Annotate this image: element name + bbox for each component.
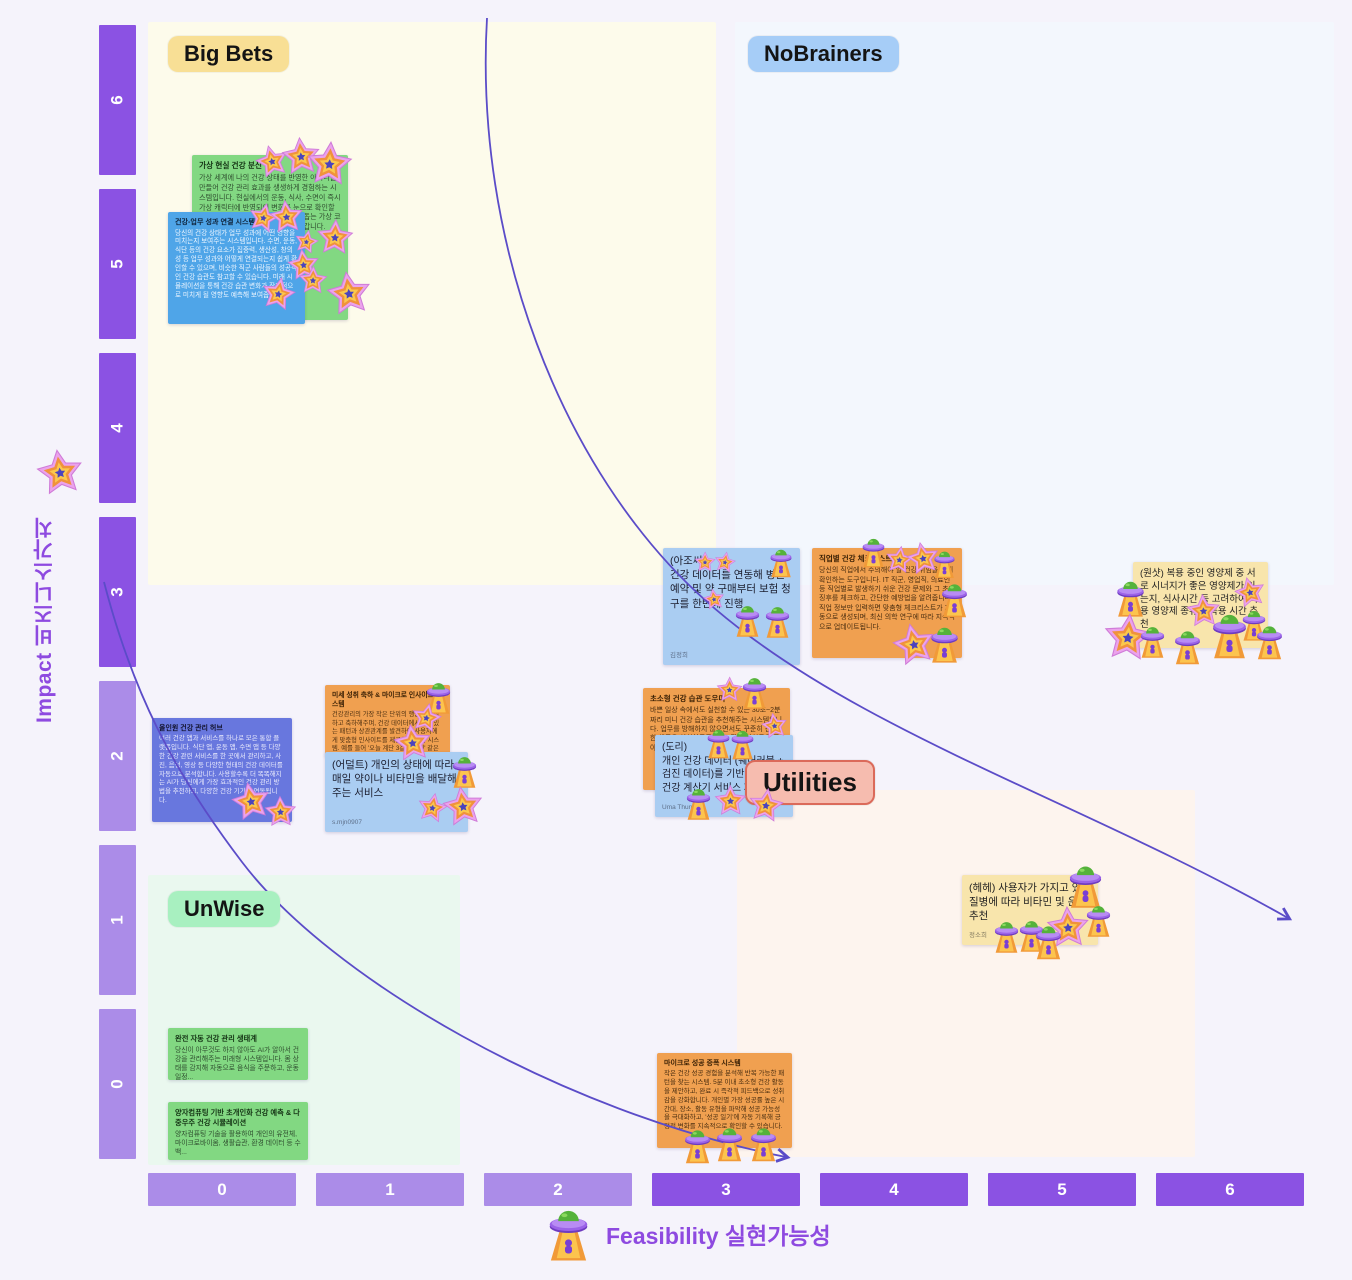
note-body: 양자컴퓨팅 기술을 활용하여 개인의 유전체, 마이크로바이옴, 생활습관, 환… — [175, 1130, 301, 1157]
quadrant-nobrainers — [735, 22, 1334, 585]
ufo-icon[interactable] — [1138, 623, 1167, 659]
ufo-icon[interactable] — [932, 548, 957, 579]
star-icon[interactable] — [261, 276, 296, 311]
star-icon — [36, 448, 84, 496]
ufo-icon[interactable] — [860, 535, 887, 569]
quadrant-label-big-bets[interactable]: Big Bets — [168, 36, 290, 73]
star-icon[interactable] — [761, 712, 788, 739]
star-icon[interactable] — [716, 676, 743, 703]
ufo-icon[interactable] — [714, 1124, 745, 1163]
note-title: 가상 현실 건강 분신 — [199, 161, 262, 170]
x-tick-4: 4 — [820, 1173, 968, 1206]
y-axis-legend: Impact 비즈니스가치 — [30, 448, 90, 723]
star-icon[interactable] — [393, 723, 432, 762]
note-title: 마이크로 성공 증폭 시스템 — [664, 1060, 741, 1067]
star-icon[interactable] — [298, 265, 328, 295]
x-tick-2: 2 — [484, 1173, 632, 1206]
ufo-icon[interactable] — [928, 623, 961, 664]
note-title: 건강-업무 성과 연결 시스템 — [175, 218, 256, 226]
x-axis-legend: Feasibility 실현가능성 — [545, 1204, 831, 1263]
note-author: 김정희 — [670, 652, 688, 660]
note-title: 양자컴퓨팅 기반 초개인화 건강 예측 & 다중우주 건강 시뮬레이션 — [175, 1108, 300, 1127]
star-icon[interactable] — [714, 551, 736, 573]
x-tick-6: 6 — [1156, 1173, 1304, 1206]
x-tick-5: 5 — [988, 1173, 1136, 1206]
ufo-icon[interactable] — [763, 603, 792, 639]
star-icon[interactable] — [748, 787, 784, 823]
star-icon[interactable] — [316, 218, 354, 256]
star-icon[interactable] — [326, 270, 372, 316]
y-tick-3: 3 — [99, 517, 136, 667]
star-icon[interactable] — [294, 229, 319, 254]
star-icon[interactable] — [1046, 905, 1090, 949]
star-icon[interactable] — [1234, 576, 1266, 608]
quadrant-label-unwise[interactable]: UnWise — [168, 891, 281, 928]
note-body: 작은 건강 성공 경험을 분석해 반복 가능한 패턴을 찾는 시스템. 5분 이… — [664, 1070, 785, 1131]
y-tick-2: 2 — [99, 681, 136, 831]
star-icon[interactable] — [248, 202, 279, 233]
note-body: 당신의 건강 상태가 업무 성과에 어떤 영향을 미치는지 보여주는 시스템입니… — [175, 229, 299, 299]
x-axis-title: Feasibility 실현가능성 — [606, 1222, 831, 1249]
ufo-icon[interactable] — [768, 546, 794, 579]
ufo-icon[interactable] — [1172, 627, 1203, 666]
quadrant-utilities — [737, 790, 1195, 1157]
ufo-icon[interactable] — [939, 580, 970, 619]
star-icon[interactable] — [703, 588, 725, 610]
x-tick-0: 0 — [148, 1173, 296, 1206]
ufo-icon[interactable] — [682, 1126, 713, 1165]
ufo-icon[interactable] — [705, 726, 732, 760]
x-tick-1: 1 — [316, 1173, 464, 1206]
y-tick-0: 0 — [99, 1009, 136, 1159]
ufo-icon[interactable] — [729, 727, 756, 761]
note-title: 올인원 건강 관리 허브 — [159, 725, 223, 732]
note-author: s.mjn0907 — [332, 819, 362, 827]
star-icon[interactable] — [306, 140, 353, 187]
ufo-icon[interactable] — [733, 602, 762, 638]
y-tick-4: 4 — [99, 353, 136, 503]
y-tick-5: 5 — [99, 189, 136, 339]
star-icon[interactable] — [714, 784, 747, 817]
ufo-icon[interactable] — [1033, 922, 1064, 961]
ufo-icon[interactable] — [748, 1124, 779, 1163]
star-icon[interactable] — [281, 136, 321, 176]
ufo-icon[interactable] — [740, 674, 769, 710]
quadrant-label-nobrainers[interactable]: NoBrainers — [748, 36, 899, 73]
ufo-icon — [545, 1204, 592, 1263]
star-icon[interactable] — [269, 199, 304, 234]
ufo-icon[interactable] — [1254, 622, 1285, 661]
note-author: 정소희 — [969, 932, 987, 940]
ufo-icon[interactable] — [684, 785, 713, 821]
y-tick-6: 6 — [99, 25, 136, 175]
star-icon[interactable] — [264, 795, 297, 828]
x-tick-3: 3 — [652, 1173, 800, 1206]
y-tick-1: 1 — [99, 845, 136, 995]
star-icon[interactable] — [255, 144, 289, 178]
star-icon[interactable] — [442, 785, 484, 827]
note-title: 완전 자동 건강 관리 생태계 — [175, 1034, 257, 1043]
note-body: 당신이 아무것도 하지 않아도 AI가 알아서 건강을 관리해주는 미래형 시스… — [175, 1046, 301, 1080]
y-axis-title: Impact 비즈니스가치 — [33, 517, 56, 724]
ufo-icon[interactable] — [992, 918, 1021, 954]
ufo-icon[interactable] — [1017, 917, 1046, 953]
